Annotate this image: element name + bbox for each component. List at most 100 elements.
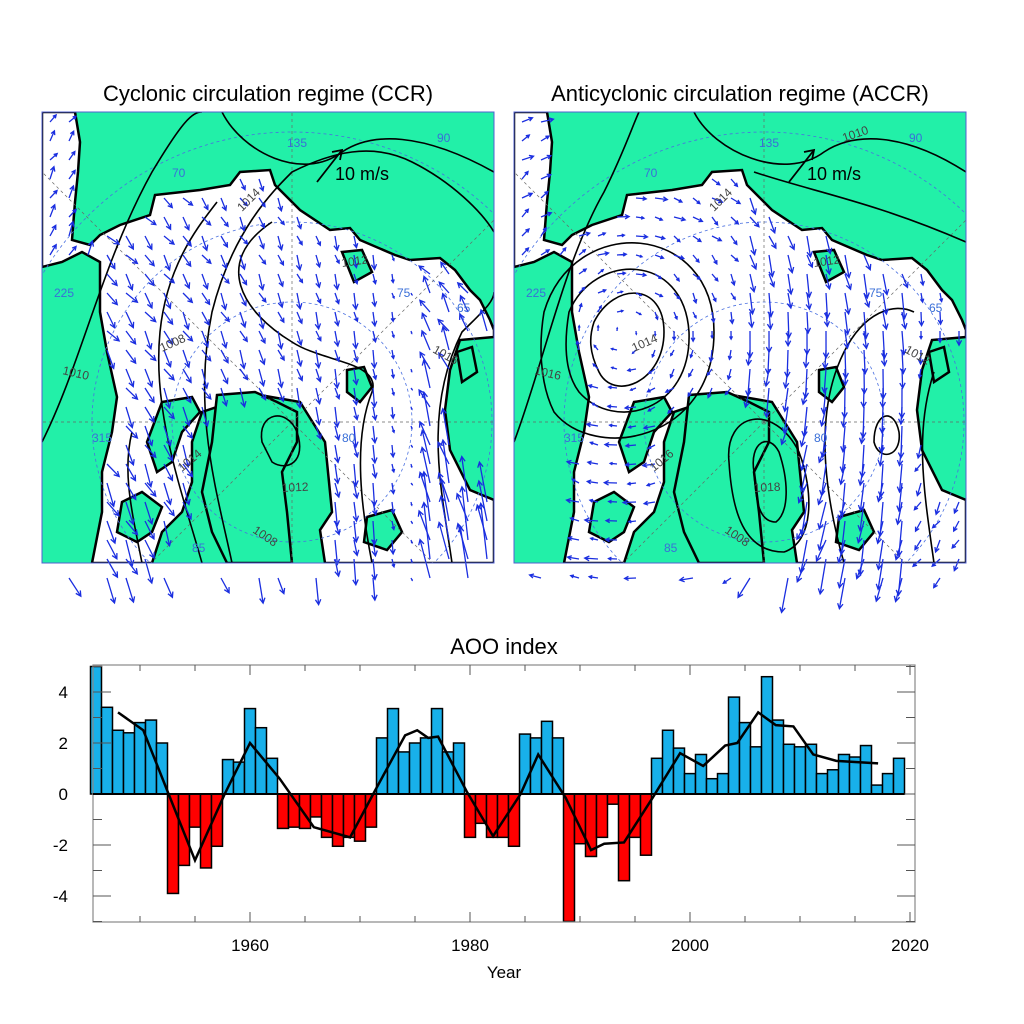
wind-arrow	[49, 165, 56, 180]
grid-label: 315	[564, 431, 584, 445]
wind-arrow	[727, 349, 733, 361]
wind-arrow	[220, 330, 228, 350]
wind-arrow	[201, 235, 209, 252]
wind-arrow	[220, 273, 230, 285]
accr-map-panel: Anticyclonic circulation regime (ACCR) 1…	[513, 81, 967, 614]
wind-arrow	[182, 254, 192, 268]
wind-arrow	[459, 485, 469, 541]
pressure-contour	[727, 418, 810, 553]
wind-arrow	[748, 292, 756, 316]
wind-arrow	[915, 482, 922, 497]
wind-arrow	[857, 463, 865, 487]
wind-arrow	[182, 482, 191, 506]
wind-arrow	[521, 116, 534, 123]
wind-arrow	[653, 330, 657, 337]
wind-arrow	[837, 577, 846, 611]
wind-arrow	[220, 577, 230, 595]
wind-arrow	[882, 311, 889, 331]
bar-1966	[309, 793, 323, 818]
wind-arrow	[858, 425, 866, 445]
wind-arrow	[730, 292, 736, 301]
land-island	[587, 490, 636, 544]
grid-label: 225	[54, 286, 74, 300]
wind-arrow	[711, 178, 721, 186]
pressure-contour	[238, 221, 374, 563]
wind-arrow	[144, 292, 153, 310]
wind-arrow	[635, 272, 648, 278]
wind-arrow	[296, 292, 303, 311]
wind-arrow	[597, 289, 608, 294]
wind-arrow	[874, 577, 884, 603]
wind-arrow	[125, 292, 139, 304]
grid-label: 65	[929, 301, 943, 315]
wind-arrow	[352, 387, 359, 407]
wind-arrow	[596, 324, 600, 332]
wind-arrow	[578, 268, 588, 275]
wind-arrow	[559, 246, 567, 256]
wind-arrow	[654, 311, 659, 321]
aoo-index-chart: AOO index 4 2 0 -2 -4 1960 1980 2000 202…	[53, 634, 929, 982]
wind-arrow	[410, 330, 413, 335]
wind-arrow	[521, 208, 530, 218]
map-frame	[513, 111, 967, 564]
grid-label: 75	[869, 286, 883, 300]
wind-arrow	[635, 330, 638, 336]
pressure-contour	[753, 171, 966, 243]
wind-arrow	[144, 425, 154, 447]
wind-arrow	[521, 228, 530, 237]
wind-arrow	[575, 339, 580, 351]
wind-arrow	[692, 235, 703, 243]
wind-arrow	[593, 344, 599, 351]
wind-arrow	[597, 251, 610, 257]
wind-arrow	[125, 311, 135, 329]
wind-arrow	[371, 577, 378, 602]
wind-arrow	[334, 425, 341, 442]
wind-arrow	[763, 368, 771, 388]
wind-arrow	[743, 387, 751, 409]
wind-arrow	[670, 349, 675, 357]
wind-arrow	[182, 425, 194, 440]
wind-arrow	[540, 226, 547, 237]
wind-arrow	[106, 330, 121, 342]
wind-arrow	[782, 368, 790, 390]
wind-arrow	[565, 497, 580, 504]
bar-2013	[826, 769, 840, 795]
wind-arrow	[896, 444, 904, 467]
wind-arrow	[692, 254, 700, 264]
wind-arrow	[934, 539, 941, 554]
wind-arrow	[671, 330, 677, 342]
wind-arrow	[768, 216, 777, 235]
wind-arrow	[182, 311, 190, 331]
wind-arrow	[919, 273, 925, 287]
wind-arrow	[334, 292, 340, 305]
wind-arrow	[125, 330, 137, 345]
wind-arrow	[144, 444, 157, 459]
wind-arrow	[410, 482, 414, 486]
wind-arrow	[597, 232, 607, 237]
wind-arrow	[182, 292, 194, 304]
wind-arrow	[106, 273, 118, 287]
wind-arrow	[68, 208, 78, 218]
wind-arrow	[647, 444, 656, 449]
wind-arrow	[314, 349, 322, 370]
wind-arrow	[737, 577, 751, 599]
wind-arrow	[182, 273, 191, 290]
wind-arrow	[602, 479, 618, 486]
wind-arrow	[239, 368, 249, 381]
wind-arrow	[843, 330, 851, 350]
wind-arrow	[678, 576, 694, 583]
bar-1968	[331, 793, 345, 848]
wind-arrow	[220, 368, 229, 385]
wind-arrow	[410, 387, 414, 391]
wind-arrow	[239, 235, 249, 245]
wind-arrow	[315, 235, 322, 247]
wind-arrow	[577, 324, 581, 332]
x-tick-label: 1960	[231, 936, 269, 955]
wind-arrow	[730, 273, 736, 287]
wind-arrow	[899, 349, 907, 375]
wind-arrow	[421, 311, 431, 332]
wind-arrow	[390, 501, 396, 515]
wind-arrow	[667, 406, 675, 415]
wind-arrow	[801, 387, 808, 406]
